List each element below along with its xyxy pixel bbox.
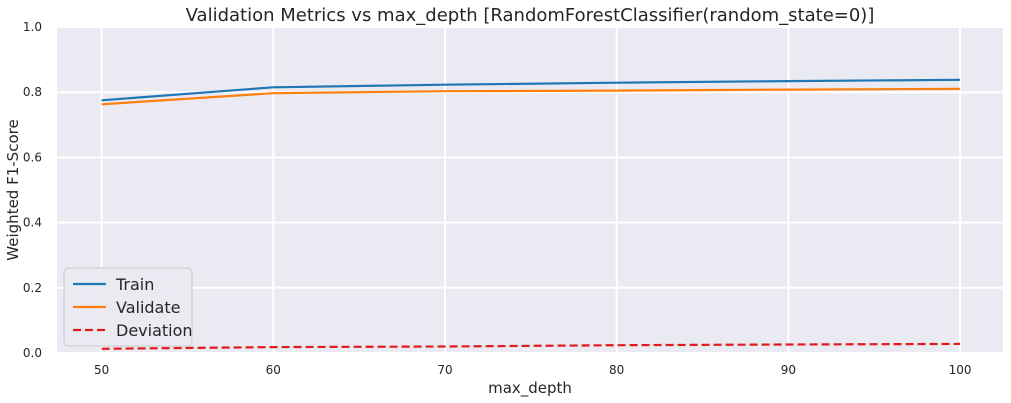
plot-area [57, 27, 1003, 353]
y-tick-label: 1.0 [23, 20, 42, 34]
legend: Train Validate Deviation [63, 267, 193, 347]
legend-box [63, 267, 193, 347]
y-axis-label: Weighted F1-Score [4, 119, 22, 260]
x-tick-label: 60 [266, 363, 281, 377]
x-tick-label: 100 [949, 363, 972, 377]
legend-label-validate: Validate [116, 298, 180, 317]
series-line-train [101, 78, 961, 102]
series-line-deviation [101, 342, 961, 350]
x-tick-label: 50 [94, 363, 109, 377]
y-tick-label: 0.4 [23, 216, 42, 230]
y-tick-label: 0.0 [23, 346, 42, 360]
x-axis-label: max_depth [488, 379, 572, 398]
y-axis-ticks: 0.0 0.2 0.4 0.6 0.8 1.0 [23, 20, 42, 360]
x-tick-label: 90 [781, 363, 796, 377]
x-tick-label: 80 [609, 363, 624, 377]
y-tick-label: 0.6 [23, 150, 42, 164]
series-line-validate [101, 87, 961, 106]
y-tick-label: 0.8 [23, 85, 42, 99]
series-lines [101, 78, 961, 350]
chart-title: Validation Metrics vs max_depth [RandomF… [186, 5, 875, 26]
legend-label-deviation: Deviation [116, 321, 193, 340]
y-tick-label: 0.2 [23, 281, 42, 295]
x-axis-ticks: 50 60 70 80 90 100 [94, 363, 972, 377]
legend-label-train: Train [115, 275, 154, 294]
x-tick-label: 70 [437, 363, 452, 377]
